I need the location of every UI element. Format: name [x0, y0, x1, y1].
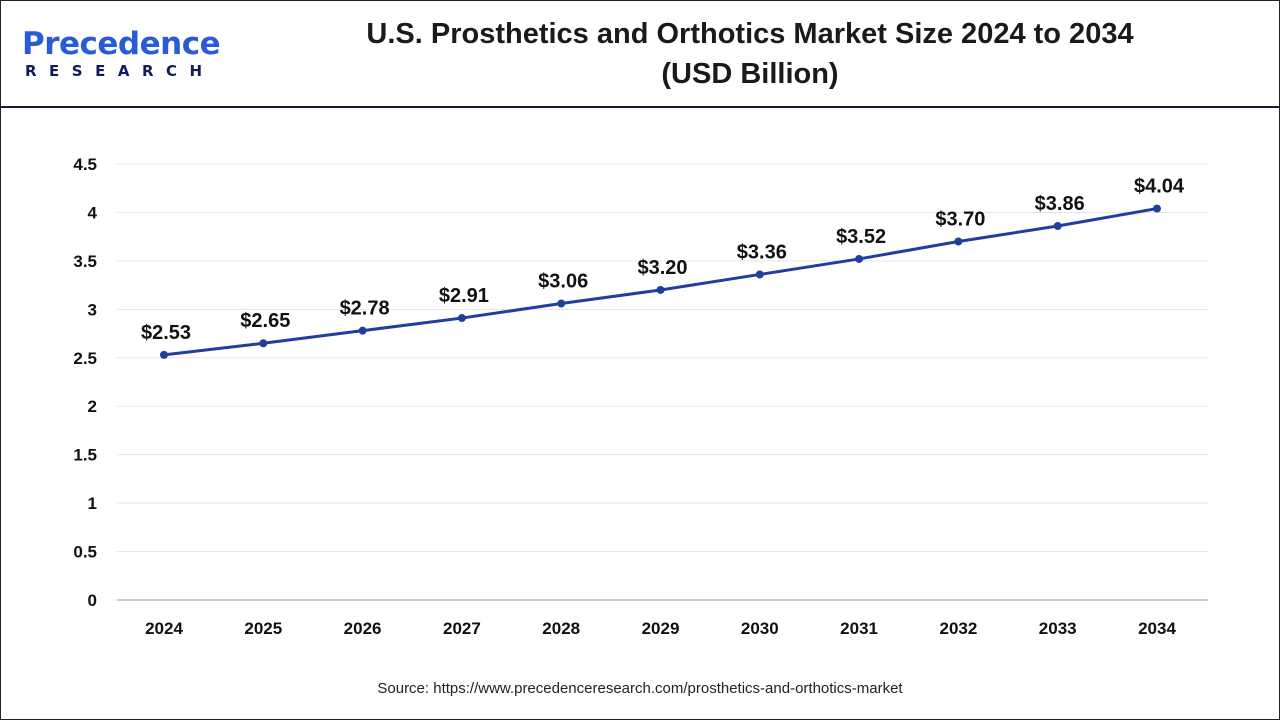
y-tick-label: 4.5 — [73, 155, 97, 174]
x-tick-label: 2027 — [443, 619, 481, 638]
y-tick-label: 3.5 — [73, 252, 97, 271]
data-point — [656, 285, 665, 294]
header-divider — [0, 106, 1280, 108]
title-line-1: U.S. Prosthetics and Orthotics Market Si… — [366, 18, 1134, 50]
y-tick-label: 1.5 — [73, 446, 97, 465]
data-label: $2.53 — [141, 322, 191, 344]
y-tick-label: 3 — [88, 300, 97, 319]
logo-sub: RESEARCH — [25, 62, 215, 80]
data-point — [954, 237, 963, 246]
data-point — [457, 314, 466, 323]
data-label: $3.36 — [737, 241, 787, 263]
data-point — [855, 254, 864, 263]
data-label: $2.78 — [340, 298, 390, 320]
x-tick-label: 2032 — [939, 619, 977, 638]
title-line-2: (USD Billion) — [661, 58, 839, 90]
x-tick-label: 2029 — [642, 619, 680, 638]
y-tick-label: 1 — [88, 494, 97, 513]
y-tick-label: 4 — [88, 203, 98, 222]
data-label: $2.65 — [240, 310, 290, 332]
x-tick-label: 2028 — [542, 619, 580, 638]
y-tick-label: 2.5 — [73, 349, 97, 368]
logo: Precedence RESEARCH — [22, 26, 221, 80]
logo-name: Precedence — [22, 26, 221, 62]
x-tick-label: 2025 — [244, 619, 282, 638]
y-tick-label: 2 — [88, 397, 97, 416]
data-label: $3.86 — [1035, 193, 1085, 215]
chart-title: U.S. Prosthetics and Orthotics Market Si… — [300, 14, 1200, 94]
data-label: $3.20 — [637, 257, 687, 279]
data-label: $3.52 — [836, 226, 886, 248]
x-tick-label: 2026 — [344, 619, 382, 638]
x-tick-label: 2030 — [741, 619, 779, 638]
data-point — [1053, 222, 1062, 231]
data-label: $3.06 — [538, 271, 588, 293]
data-point — [358, 326, 367, 335]
y-tick-label: 0.5 — [73, 543, 97, 562]
y-tick-label: 0 — [88, 591, 97, 610]
x-tick-label: 2024 — [145, 619, 183, 638]
data-point — [755, 270, 764, 279]
x-tick-label: 2033 — [1039, 619, 1077, 638]
data-label: $2.91 — [439, 285, 489, 307]
data-point — [557, 299, 566, 308]
data-point — [1153, 204, 1161, 213]
x-tick-label: 2034 — [1138, 619, 1176, 638]
data-label: $3.70 — [935, 209, 985, 231]
data-label: $4.04 — [1134, 176, 1185, 198]
data-point — [259, 339, 268, 348]
series-line — [163, 207, 1158, 357]
x-tick-label: 2031 — [840, 619, 878, 638]
source-note: Source: https://www.precedenceresearch.c… — [377, 680, 903, 697]
data-point — [160, 350, 168, 359]
